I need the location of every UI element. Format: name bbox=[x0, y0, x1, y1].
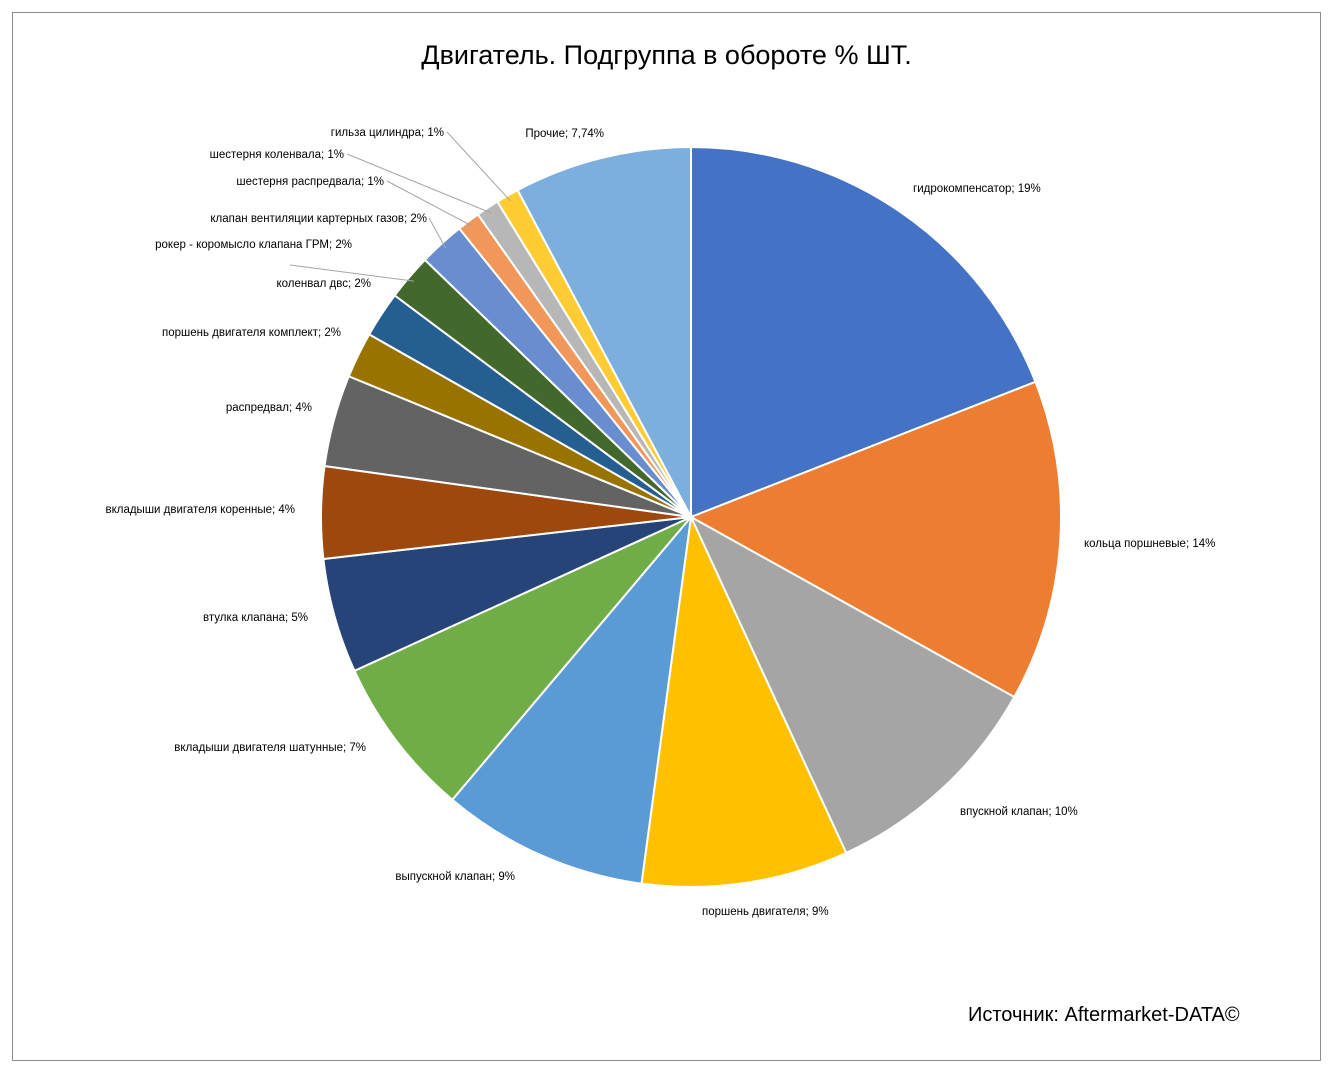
slice-label: шестерня распредвала; 1% bbox=[236, 176, 384, 188]
slice-label: поршень двигателя комплект; 2% bbox=[162, 327, 341, 339]
slice-label: вкладыши двигателя шатунные; 7% bbox=[174, 742, 366, 754]
slice-label: втулка клапана; 5% bbox=[203, 612, 308, 624]
slice-label: рокер - коромысло клапана ГРМ; 2% bbox=[155, 239, 352, 251]
pie-slice bbox=[640, 513, 848, 888]
pie-slice bbox=[450, 513, 693, 885]
pie-slices bbox=[320, 145, 1062, 888]
leader-line bbox=[428, 217, 447, 249]
slice-label: поршень двигателя; 9% bbox=[702, 906, 829, 918]
leader-line bbox=[289, 264, 414, 282]
slice-label: распредвал; 4% bbox=[226, 402, 312, 414]
pie-slice bbox=[690, 145, 1037, 519]
slice-labels: гидрокомпенсатор; 19% кольца поршневые; 1… bbox=[105, 127, 1215, 918]
leader-lines bbox=[289, 131, 511, 282]
slice-label: Прочие; 7,74% bbox=[525, 128, 604, 140]
slice-label: гидрокомпенсатор; 19% bbox=[913, 183, 1041, 195]
leader-line bbox=[386, 180, 473, 227]
slice-label: гильза цилиндра; 1% bbox=[331, 127, 444, 139]
leader-line bbox=[446, 131, 511, 202]
slice-label: коленвал двс; 2% bbox=[277, 278, 372, 290]
pie-slice bbox=[353, 516, 692, 802]
source-note: Источник: Aftermarket-DATA© bbox=[968, 1004, 1240, 1026]
leader-line bbox=[346, 153, 492, 214]
slice-label: впускной клапан; 10% bbox=[960, 806, 1078, 818]
slice-label: вкладыши двигателя коренные; 4% bbox=[105, 504, 295, 516]
pie-slice bbox=[688, 380, 1062, 699]
pie-slice bbox=[516, 145, 692, 518]
slice-label: клапан вентиляции картерных газов; 2% bbox=[210, 213, 427, 225]
slice-label: выпускной клапан; 9% bbox=[395, 871, 515, 883]
chart-title: Двигатель. Подгруппа в обороте % ШТ. bbox=[421, 40, 912, 70]
slice-label: кольца поршневые; 14% bbox=[1084, 538, 1215, 550]
pie-slice bbox=[688, 514, 1016, 855]
slice-label: шестерня коленвала; 1% bbox=[210, 149, 344, 161]
